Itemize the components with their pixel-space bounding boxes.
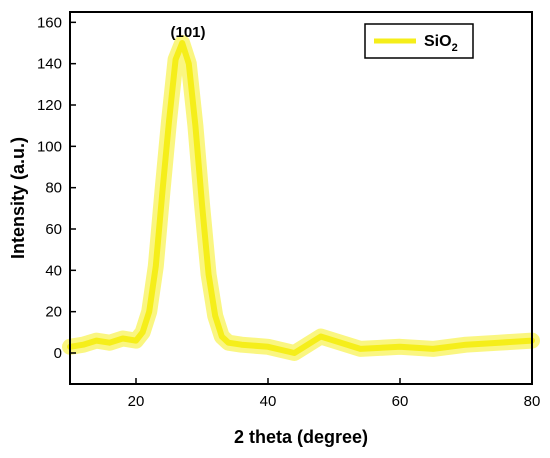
plot-frame — [69, 11, 533, 385]
data-point — [107, 340, 113, 346]
data-point — [146, 309, 152, 315]
legend-label-main: SiO — [424, 33, 452, 50]
data-point — [133, 338, 139, 344]
data-point — [120, 336, 126, 342]
data-point — [206, 271, 212, 277]
data-point — [291, 350, 297, 356]
data-point — [179, 40, 185, 46]
y-tick-label: 60 — [45, 221, 62, 238]
y-tick-label: 140 — [37, 56, 62, 73]
y-tick-label: 20 — [45, 304, 62, 321]
data-point — [159, 189, 165, 195]
data-point — [430, 346, 436, 352]
data-point — [192, 123, 198, 129]
y-tick-label: 100 — [37, 138, 62, 155]
data-point — [496, 340, 502, 346]
data-point — [331, 338, 337, 344]
data-point — [397, 344, 403, 350]
y-tick-label: 80 — [45, 180, 62, 197]
plot-layer — [62, 35, 540, 361]
data-point — [93, 338, 99, 344]
data-point — [219, 333, 225, 339]
y-tick-label: 160 — [37, 14, 62, 31]
x-tick-label: 60 — [392, 393, 409, 410]
data-point — [265, 344, 271, 350]
data-point — [463, 342, 469, 348]
data-point — [153, 263, 159, 269]
data-point — [225, 340, 231, 346]
legend-label: SiO2 — [424, 33, 458, 54]
y-tick-label: 40 — [45, 262, 62, 279]
peak-annotation: (101) — [170, 24, 205, 41]
data-point — [80, 342, 86, 348]
series-line — [67, 40, 535, 356]
data-point — [318, 333, 324, 339]
y-tick-label: 120 — [37, 97, 62, 114]
data-point — [212, 313, 218, 319]
axes-layer: 20 40 60 80 0 20 40 60 80 100 120 140 160 — [37, 14, 540, 410]
x-axis-title: 2 theta (degree) — [234, 427, 368, 447]
data-point — [199, 201, 205, 207]
y-tick-label: 0 — [54, 345, 62, 362]
data-point — [166, 119, 172, 125]
x-tick-label: 40 — [260, 393, 277, 410]
data-point — [173, 57, 179, 63]
x-tick-label: 80 — [524, 393, 541, 410]
data-point — [186, 61, 192, 67]
data-point — [357, 346, 363, 352]
y-axis-title: Intensity (a.u.) — [8, 137, 28, 259]
data-point — [140, 329, 146, 335]
x-tick-label: 20 — [128, 393, 145, 410]
data-point — [239, 342, 245, 348]
legend: SiO2 — [364, 23, 474, 59]
legend-label-subscript: 2 — [452, 42, 458, 54]
series-band — [62, 35, 540, 361]
